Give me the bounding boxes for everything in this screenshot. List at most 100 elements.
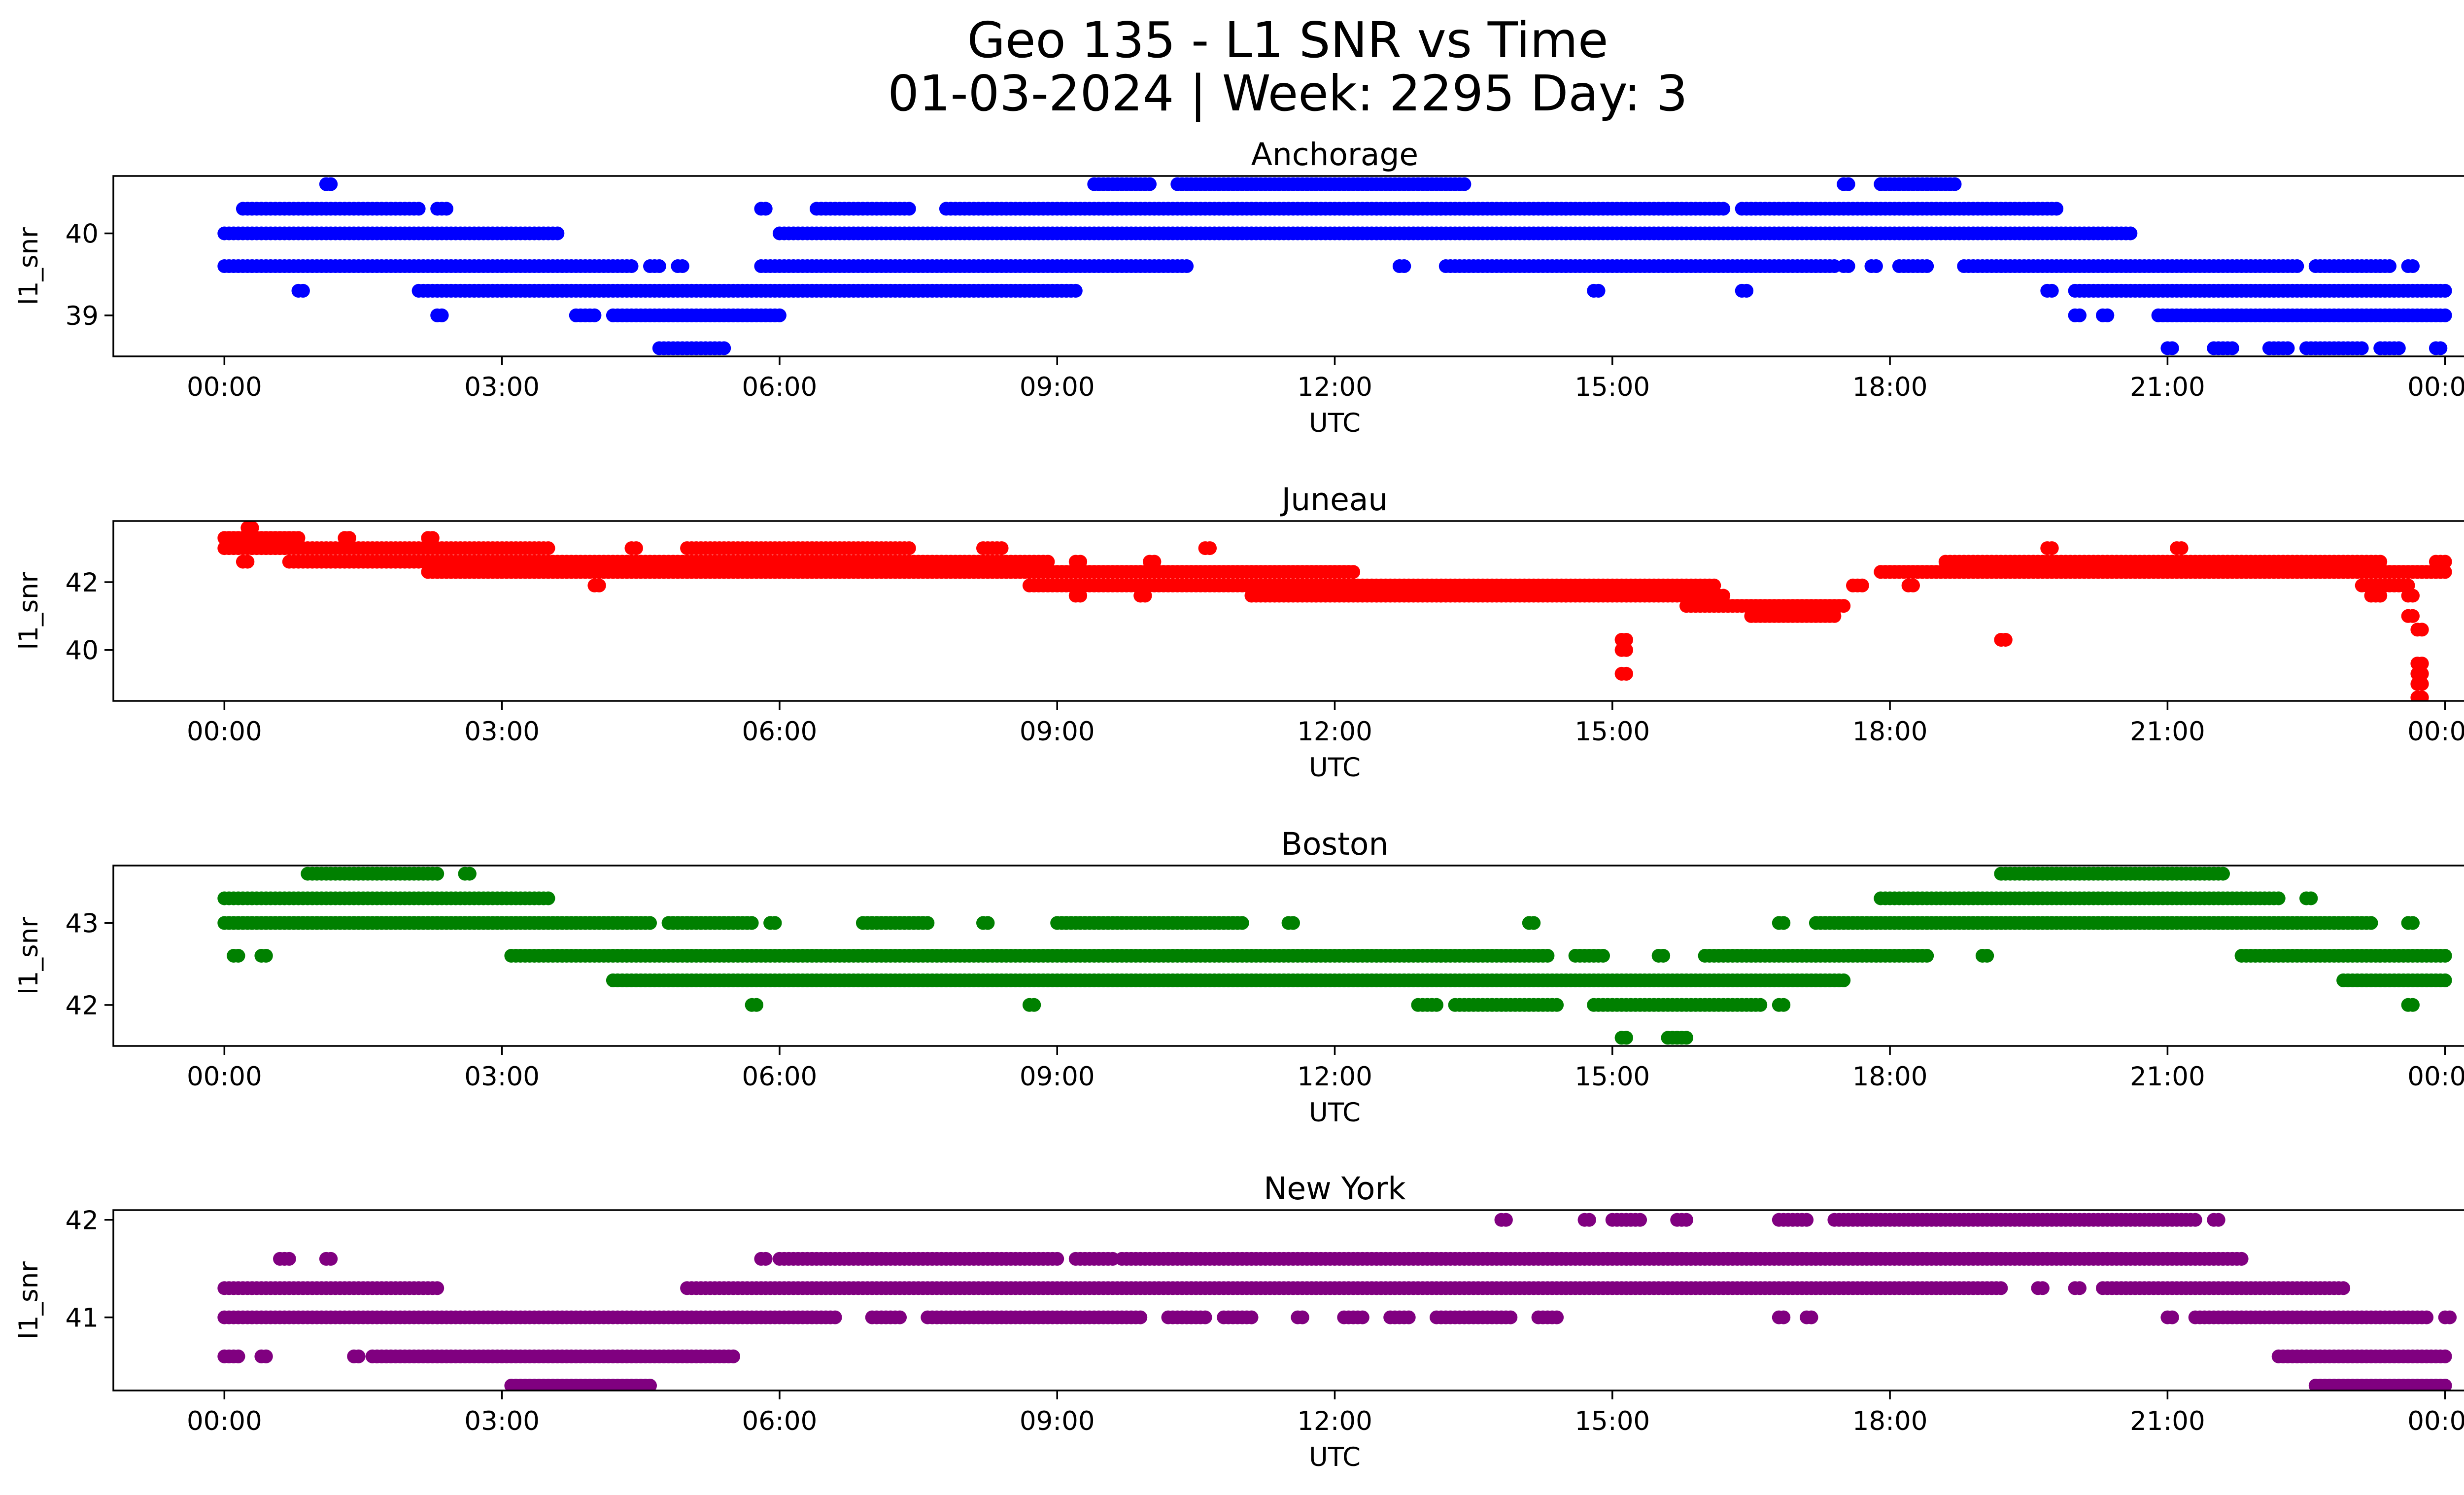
data-point — [1994, 1281, 2008, 1295]
x-tick-label: 15:00 — [1574, 717, 1650, 747]
data-point — [282, 1252, 296, 1266]
data-point — [1540, 949, 1555, 963]
data-point — [231, 949, 245, 963]
x-tick-label: 00:00 — [187, 717, 262, 747]
data-point — [259, 949, 273, 963]
data-point — [1244, 1310, 1259, 1324]
data-point — [2406, 998, 2420, 1012]
data-point — [1133, 1310, 1148, 1324]
data-point — [2045, 541, 2059, 556]
data-point — [2438, 949, 2452, 963]
data-point — [2415, 623, 2429, 637]
y-tick-label: 39 — [66, 301, 99, 331]
data-point — [2383, 259, 2396, 273]
data-point — [1430, 998, 1443, 1012]
data-point — [1346, 565, 1361, 579]
scatter-series — [217, 177, 2452, 355]
data-point — [1050, 1252, 1064, 1266]
data-point — [2438, 283, 2452, 298]
x-tick-label: 09:00 — [1020, 1062, 1095, 1092]
data-point — [1837, 599, 1851, 613]
data-point — [893, 1310, 907, 1324]
data-point — [1679, 1031, 1693, 1045]
data-point — [1841, 177, 1855, 191]
data-point — [921, 916, 935, 930]
data-point — [440, 202, 453, 216]
x-tick-label: 18:00 — [1852, 372, 1928, 402]
data-point — [550, 226, 565, 241]
data-point — [1619, 1031, 1633, 1045]
data-point — [1143, 177, 1157, 191]
data-point — [1800, 1213, 1814, 1227]
data-point — [1633, 1213, 1647, 1227]
data-point — [1596, 949, 1610, 963]
data-point — [324, 177, 338, 191]
x-tick-label: 00:00 — [2407, 717, 2464, 747]
data-point — [2225, 341, 2239, 355]
data-point — [1235, 916, 1249, 930]
data-point — [2050, 202, 2064, 216]
data-point — [1619, 666, 1633, 681]
data-point — [2415, 677, 2429, 691]
data-point — [592, 578, 606, 592]
y-axis-label: l1_snr — [14, 917, 44, 995]
data-point — [1527, 916, 1541, 930]
data-point — [2216, 867, 2230, 881]
x-tick-label: 18:00 — [1852, 1062, 1928, 1092]
data-point — [2364, 916, 2378, 930]
data-point — [1582, 1213, 1596, 1227]
x-tick-label: 09:00 — [1020, 372, 1095, 402]
data-point — [1198, 1310, 1212, 1324]
y-axis-label: l1_snr — [14, 227, 44, 305]
y-tick-label: 43 — [66, 908, 99, 939]
data-point — [1073, 589, 1088, 603]
data-point — [541, 891, 555, 905]
figure-title: Geo 135 - L1 SNR vs Time — [967, 11, 1608, 69]
data-point — [430, 1281, 445, 1295]
x-tick-label: 18:00 — [1852, 717, 1928, 747]
data-point — [324, 1252, 338, 1266]
data-point — [1550, 998, 1564, 1012]
data-point — [587, 308, 602, 322]
x-axis-label: UTC — [1309, 1098, 1361, 1128]
data-point — [1855, 578, 1869, 592]
data-point — [1920, 949, 1934, 963]
x-tick-label: 15:00 — [1574, 372, 1650, 402]
data-point — [1948, 177, 1962, 191]
data-point — [1027, 998, 1041, 1012]
data-point — [1998, 633, 2013, 647]
data-point — [1740, 283, 1754, 298]
y-axis-label: l1_snr — [14, 572, 44, 650]
data-point — [2035, 1281, 2050, 1295]
data-point — [1286, 916, 1300, 930]
data-point — [1777, 916, 1791, 930]
data-point — [2438, 565, 2452, 579]
data-point — [1180, 259, 1194, 273]
subplot-title: Boston — [1281, 826, 1389, 862]
data-point — [643, 916, 657, 930]
data-point — [1591, 283, 1606, 298]
data-point — [758, 1252, 773, 1266]
data-point — [902, 541, 916, 556]
data-point — [902, 202, 916, 216]
data-point — [1619, 643, 1633, 657]
scatter-series — [217, 521, 2452, 701]
x-axis-label: UTC — [1309, 753, 1361, 783]
data-point — [2271, 891, 2286, 905]
data-point — [1827, 609, 1842, 623]
data-point — [624, 259, 639, 273]
x-tick-label: 21:00 — [2130, 372, 2205, 402]
data-point — [1138, 589, 1152, 603]
data-point — [1068, 283, 1083, 298]
data-point — [2281, 341, 2295, 355]
x-tick-label: 00:00 — [2407, 372, 2464, 402]
data-point — [1980, 949, 1994, 963]
data-point — [2406, 259, 2420, 273]
data-point — [430, 867, 445, 881]
data-point — [2165, 341, 2179, 355]
figure-subtitle: 01-03-2024 | Week: 2295 Day: 3 — [888, 65, 1688, 122]
data-point — [1295, 1310, 1309, 1324]
data-point — [2100, 308, 2115, 322]
